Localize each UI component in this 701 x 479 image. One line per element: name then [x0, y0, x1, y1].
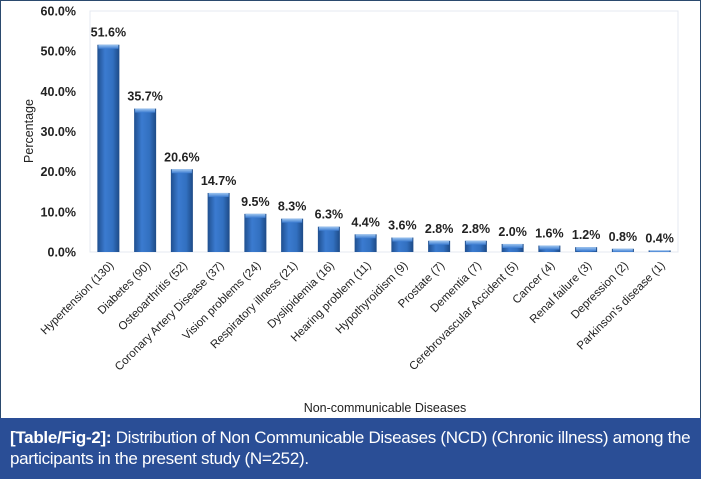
x-tick-label: Dyslipidemia (16)	[266, 260, 337, 331]
bar	[170, 169, 193, 252]
bar	[207, 192, 230, 252]
bar-highlight	[612, 248, 633, 252]
bar	[428, 240, 451, 252]
data-label: 2.8%	[425, 222, 454, 236]
bar-highlight	[98, 44, 119, 49]
figure-caption: [Table/Fig-2]: Distribution of Non Commu…	[0, 418, 701, 479]
caption-text: Distribution of Non Communicable Disease…	[10, 428, 691, 468]
data-label: 0.4%	[645, 231, 674, 245]
data-label: 6.3%	[315, 208, 344, 222]
data-label: 2.0%	[498, 225, 527, 239]
bar-highlight	[282, 218, 303, 223]
data-label: 35.7%	[127, 90, 162, 104]
caption-label: [Table/Fig-2]:	[10, 428, 112, 447]
data-label: 0.8%	[609, 230, 638, 244]
y-tick-label: 40.0%	[41, 85, 76, 99]
data-label: 20.6%	[164, 150, 199, 164]
data-label: 51.6%	[91, 26, 126, 40]
bar-highlight	[465, 240, 486, 245]
bar	[97, 44, 120, 252]
bar	[501, 243, 524, 252]
bar-highlight	[171, 169, 192, 174]
bar-highlight	[355, 234, 376, 239]
y-tick-label: 10.0%	[41, 205, 76, 219]
data-label: 4.4%	[351, 215, 380, 229]
y-tick-label: 0.0%	[48, 246, 77, 260]
bar	[317, 226, 340, 252]
y-tick-label: 20.0%	[41, 165, 76, 179]
y-axis-title: Percentage	[22, 99, 36, 163]
bar-chart: 0.0% 10.0% 20.0% 30.0% 40.0% 50.0% 60.0% 51.6%…	[22, 5, 679, 415]
bar-highlight	[318, 226, 339, 231]
y-tick-label: 60.0%	[41, 5, 76, 19]
bar-highlight	[539, 245, 560, 250]
bar-highlight	[208, 192, 229, 197]
data-label: 9.5%	[241, 195, 270, 209]
y-tick-label: 30.0%	[41, 125, 76, 139]
data-label: 1.6%	[535, 227, 564, 241]
bar-highlight	[135, 108, 156, 113]
data-label: 14.7%	[201, 174, 236, 188]
bar	[244, 213, 267, 252]
data-label: 2.8%	[462, 222, 491, 236]
bar	[464, 240, 487, 252]
data-label: 3.6%	[388, 219, 417, 233]
x-tick-label: Osteoarthritis (52)	[116, 260, 190, 334]
x-axis-title: Non-communicable Diseases	[304, 401, 467, 415]
bar-highlight	[502, 243, 523, 248]
bar	[354, 234, 377, 252]
data-label: 8.3%	[278, 200, 307, 214]
bar-highlight	[649, 250, 670, 252]
bar-highlight	[576, 247, 597, 252]
bar-highlight	[245, 213, 266, 218]
bar-highlight	[392, 237, 413, 242]
y-tick-label: 50.0%	[41, 45, 76, 59]
bar	[134, 108, 157, 252]
data-label: 1.2%	[572, 228, 601, 242]
bar-highlight	[429, 240, 450, 245]
bar	[281, 218, 304, 252]
